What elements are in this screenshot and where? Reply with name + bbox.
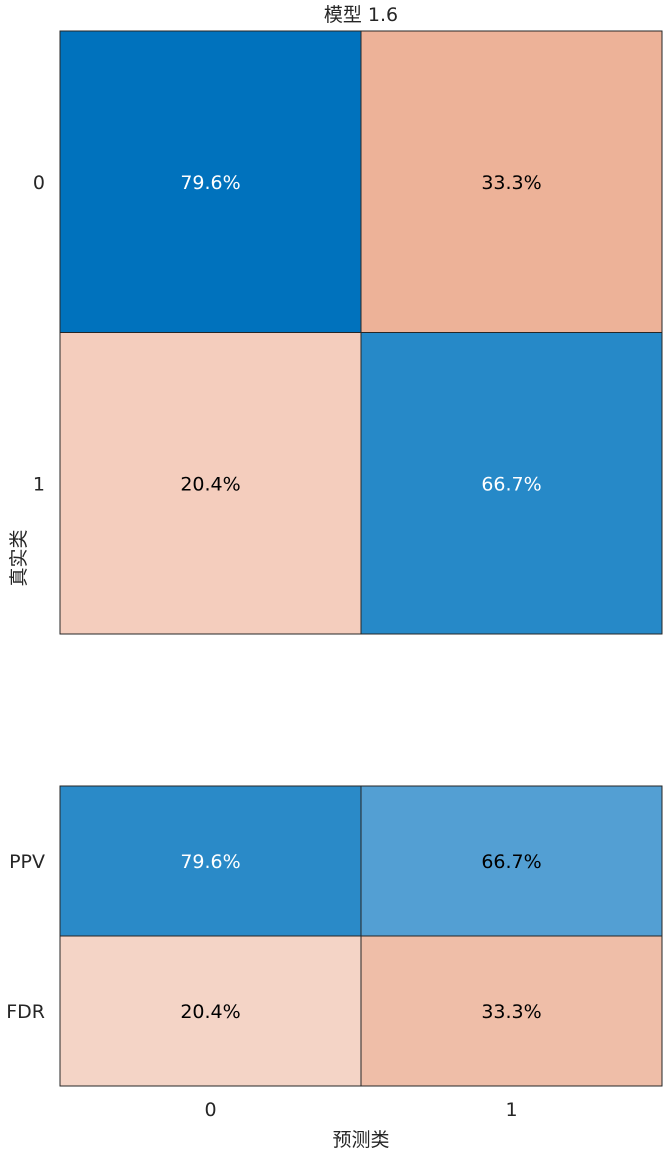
cell-value-label: 79.6% xyxy=(180,851,240,873)
row-tick-label: PPV xyxy=(9,851,45,873)
matrix-cell-r0-c1 xyxy=(360,30,663,333)
cell-value-label: 66.7% xyxy=(481,851,541,873)
matrix-cell-r0-c0 xyxy=(59,30,362,333)
column-tick-label: 1 xyxy=(505,1099,517,1121)
matrix-cell-r0-c0 xyxy=(59,785,362,937)
matrix-cell-r1-c1 xyxy=(360,332,663,635)
row-tick-label: 1 xyxy=(33,473,45,495)
confusion-matrix-chart: 模型 1.6 79.6% 33.3%20.4% 66.7% 01 真实类 xyxy=(8,4,663,635)
confusion-matrix-cells: 79.6% 33.3% 20.4% 66.7% xyxy=(59,30,663,635)
cell-value-label: 20.4% xyxy=(180,1001,240,1023)
cell-value-label: 20.4% xyxy=(180,473,240,495)
matrix-cell-r0-c1 xyxy=(360,785,663,937)
matrix-cell-r1-c1 xyxy=(360,935,663,1087)
matrix-cell-r1-c0 xyxy=(59,935,362,1087)
x-axis-label: 预测类 xyxy=(332,1129,389,1151)
row-tick-label: FDR xyxy=(6,1001,45,1023)
precision-summary-cells: 79.6% 66.7% 20.4% 33.3% xyxy=(59,785,663,1087)
true-class-tick-labels: 01 xyxy=(33,172,45,496)
cell-value-label: 33.3% xyxy=(481,172,541,194)
y-axis-label: 真实类 xyxy=(8,529,30,586)
cell-value-label: 66.7% xyxy=(481,473,541,495)
cell-value-label: 33.3% xyxy=(481,1001,541,1023)
column-tick-label: 0 xyxy=(204,1099,216,1121)
summary-row-tick-labels: PPV FDR xyxy=(6,851,45,1023)
cell-value-label: 79.6% xyxy=(180,172,240,194)
matrix-cell-r1-c0 xyxy=(59,332,362,635)
chart-title: 模型 1.6 xyxy=(324,4,398,26)
row-tick-label: 0 xyxy=(33,172,45,194)
